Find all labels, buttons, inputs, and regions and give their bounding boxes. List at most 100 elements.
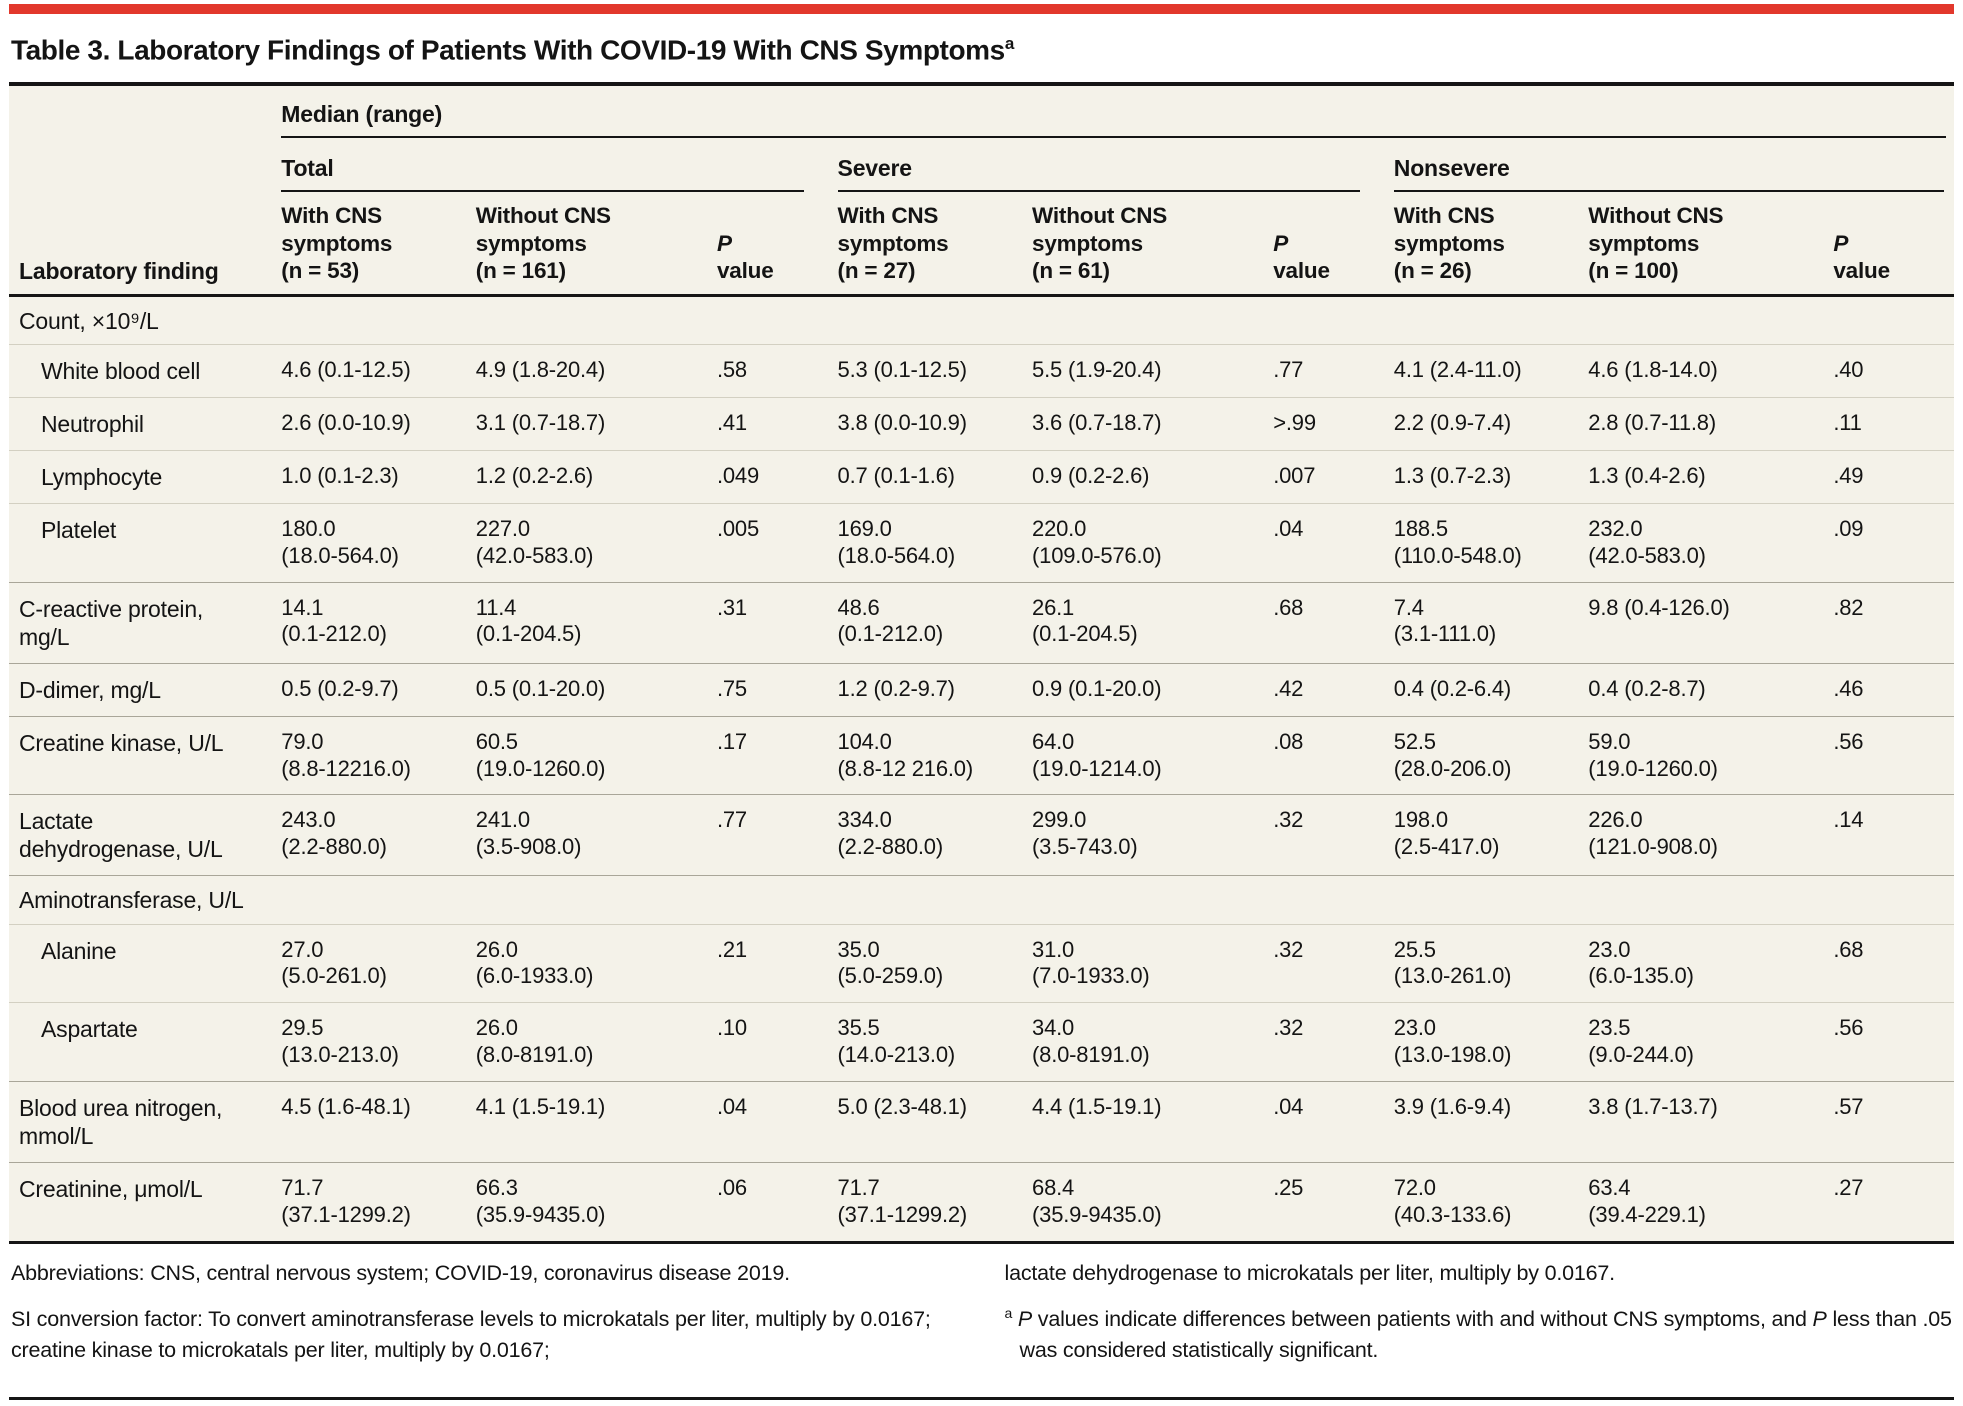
table-cell: Lymphocyte bbox=[9, 449, 282, 504]
text: values indicate differences between pati… bbox=[1032, 1307, 1813, 1332]
table-cell: 26.0 (6.0-1933.0) bbox=[475, 923, 717, 1003]
table-cell: 104.0 (8.8-12 216.0) bbox=[837, 715, 1033, 795]
text: P bbox=[1812, 1307, 1827, 1332]
table-cell: 4.5 (1.6-48.1) bbox=[281, 1080, 476, 1163]
table-cell: 23.0 (6.0-135.0) bbox=[1588, 923, 1834, 1003]
text: value bbox=[1833, 258, 1890, 284]
table-cell: 5.5 (1.9-20.4) bbox=[1032, 343, 1274, 398]
footnote-column-left: Abbreviations: CNS, central nervous syst… bbox=[11, 1258, 959, 1382]
table-header: Laboratory finding Median (range) Total … bbox=[9, 84, 1954, 296]
table-cell: 1.3 (0.4-2.6) bbox=[1588, 449, 1834, 504]
row-d-dimer: D-dimer, mg/L 0.5 (0.2-9.7) 0.5 (0.1-20.0)… bbox=[9, 662, 1954, 717]
col-header-nonsevere-with-cns: With CNS symptoms (n = 26) bbox=[1393, 203, 1505, 284]
table-cell: 29.5 (13.0-213.0) bbox=[281, 1002, 476, 1082]
table-cell: .82 bbox=[1833, 581, 1954, 664]
table-cell: .10 bbox=[716, 1002, 838, 1082]
laboratory-findings-table: Laboratory finding Median (range) Total … bbox=[9, 82, 1954, 1244]
table-cell: .04 bbox=[716, 1080, 838, 1163]
table-cell: .005 bbox=[716, 502, 838, 583]
group-header-severe: Severe bbox=[837, 138, 1394, 193]
table-cell: .75 bbox=[716, 662, 838, 717]
table-cell: 232.0 (42.0-583.0) bbox=[1588, 502, 1834, 583]
text: a bbox=[1004, 1305, 1013, 1322]
table-cell: 3.9 (1.6-9.4) bbox=[1393, 1080, 1589, 1163]
table-cell: Creatine kinase, U/L bbox=[9, 715, 282, 795]
table-cell: 9.8 (0.4-126.0) bbox=[1588, 581, 1834, 664]
table-cell: .007 bbox=[1273, 449, 1394, 504]
table-cell: Platelet bbox=[9, 502, 282, 583]
row-blood-urea-nitrogen: Blood urea nitrogen, mmol/L 4.5 (1.6-48.1… bbox=[9, 1080, 1954, 1163]
table-cell: 299.0 (3.5-743.0) bbox=[1032, 794, 1274, 876]
table-cell: 26.0 (8.0-8191.0) bbox=[475, 1002, 717, 1082]
text: P bbox=[1833, 230, 1849, 256]
table-cell: 0.4 (0.2-6.4) bbox=[1393, 662, 1589, 717]
table-cell: 4.4 (1.5-19.1) bbox=[1032, 1080, 1274, 1163]
row-creatinine: Creatinine, μmol/L 71.7 (37.1-1299.2) 66.3… bbox=[9, 1161, 1954, 1243]
table-cell: Creatinine, μmol/L bbox=[9, 1161, 282, 1243]
group-header-total: Total bbox=[281, 138, 837, 193]
table-cell: .049 bbox=[716, 449, 838, 504]
table-cell: 220.0 (109.0-576.0) bbox=[1032, 502, 1274, 583]
table-cell: 26.1 (0.1-204.5) bbox=[1032, 581, 1274, 664]
footnote-a: a P values indicate differences between … bbox=[1005, 1304, 1953, 1365]
table-cell: 4.1 (1.5-19.1) bbox=[475, 1080, 717, 1163]
table-cell: .57 bbox=[1833, 1080, 1954, 1163]
table-cell: .32 bbox=[1273, 923, 1394, 1003]
median-range-spanner: Median (range) bbox=[281, 84, 1954, 139]
table-cell: .04 bbox=[1273, 502, 1394, 583]
table-cell: >.99 bbox=[1273, 396, 1394, 451]
table-body: Count, ×10⁹/L White blood cell 4.6 (0.1-1… bbox=[9, 295, 1954, 1243]
table-cell: .17 bbox=[716, 715, 838, 795]
table-cell: 227.0 (42.0-583.0) bbox=[475, 502, 717, 583]
table-cell: .46 bbox=[1833, 662, 1954, 717]
row-platelet: Platelet 180.0 (18.0-564.0) 227.0 (42.0-58… bbox=[9, 502, 1954, 583]
table-cell: .04 bbox=[1273, 1080, 1394, 1163]
table-title-text: Table 3. Laboratory Findings of Patients… bbox=[11, 34, 1005, 66]
table-cell: Alanine bbox=[9, 923, 282, 1003]
table-cell: .32 bbox=[1273, 794, 1394, 876]
table-title-footnote-marker: a bbox=[1004, 34, 1014, 53]
table-cell: 198.0 (2.5-417.0) bbox=[1393, 794, 1589, 876]
footnote-abbreviations: Abbreviations: CNS, central nervous syst… bbox=[11, 1260, 790, 1285]
table-cell: 71.7 (37.1-1299.2) bbox=[837, 1161, 1033, 1243]
table-cell: 25.5 (13.0-261.0) bbox=[1393, 923, 1589, 1003]
table-cell: Count, ×10⁹/L bbox=[19, 307, 159, 334]
table-cell: 226.0 (121.0-908.0) bbox=[1588, 794, 1834, 876]
jama-red-accent-bar bbox=[9, 4, 1954, 14]
text: value bbox=[1273, 258, 1330, 284]
table-cell: 7.4 (3.1-111.0) bbox=[1393, 581, 1589, 664]
table-cell: .68 bbox=[1273, 581, 1394, 664]
table-title: Table 3. Laboratory Findings of Patients… bbox=[9, 14, 1954, 82]
bottom-rule bbox=[9, 1397, 1954, 1406]
section-row-aminotransferase: Aminotransferase, U/L bbox=[9, 875, 1954, 925]
table-cell: 0.9 (0.2-2.6) bbox=[1032, 449, 1274, 504]
text: P bbox=[1273, 230, 1289, 256]
table-cell: Blood urea nitrogen, mmol/L bbox=[9, 1080, 282, 1163]
row-neutrophil: Neutrophil 2.6 (0.0-10.9) 3.1 (0.7-18.7) .4… bbox=[9, 396, 1954, 451]
table-cell: 63.4 (39.4-229.1) bbox=[1588, 1161, 1834, 1243]
table-cell: 188.5 (110.0-548.0) bbox=[1393, 502, 1589, 583]
table-cell: 72.0 (40.3-133.6) bbox=[1393, 1161, 1589, 1243]
table-cell: 2.6 (0.0-10.9) bbox=[281, 396, 476, 451]
col-header-total-with-cns: With CNS symptoms (n = 53) bbox=[281, 203, 393, 284]
table-cell: .77 bbox=[1273, 343, 1394, 398]
table-cell: White blood cell bbox=[9, 343, 282, 398]
table-cell: 5.3 (0.1-12.5) bbox=[837, 343, 1033, 398]
table-cell: 4.1 (2.4-11.0) bbox=[1393, 343, 1589, 398]
stub-header: Laboratory finding bbox=[19, 257, 219, 284]
table-cell: Aspartate bbox=[9, 1002, 282, 1082]
table-cell: 1.0 (0.1-2.3) bbox=[281, 449, 476, 504]
table-cell: .21 bbox=[716, 923, 838, 1003]
table-cell: 1.2 (0.2-9.7) bbox=[837, 662, 1033, 717]
table-cell: C-reactive protein, mg/L bbox=[9, 581, 282, 664]
table-cell: 52.5 (28.0-206.0) bbox=[1393, 715, 1589, 795]
table-cell: D-dimer, mg/L bbox=[9, 662, 282, 717]
table-cell: .49 bbox=[1833, 449, 1954, 504]
footnote-column-right: lactate dehydrogenase to microkatals per… bbox=[1005, 1258, 1953, 1382]
table-cell: 180.0 (18.0-564.0) bbox=[281, 502, 476, 583]
text: Nonsevere bbox=[1393, 148, 1944, 193]
text: value bbox=[716, 258, 774, 284]
table-cell: 241.0 (3.5-908.0) bbox=[475, 794, 717, 876]
table-cell: 4.6 (0.1-12.5) bbox=[281, 343, 476, 398]
table-cell: 68.4 (35.9-9435.0) bbox=[1032, 1161, 1274, 1243]
